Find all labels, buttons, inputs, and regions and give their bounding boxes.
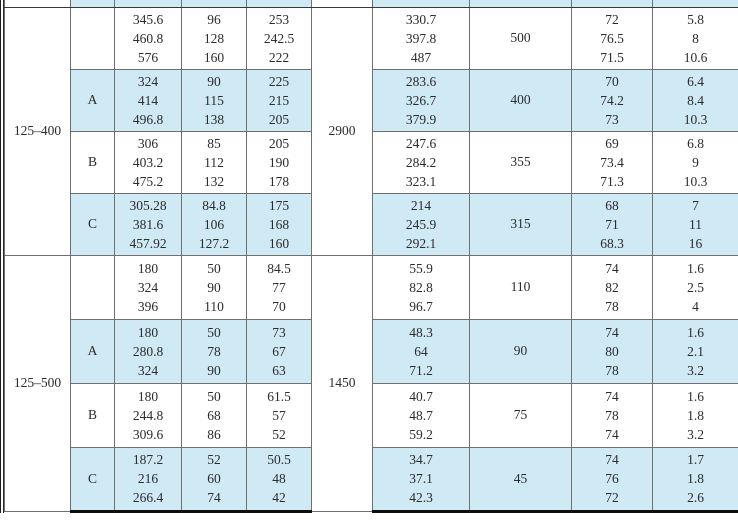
flow-ls-cell: 84.8 106 127.2: [181, 192, 247, 256]
table-row: 125–400 345.6 460.8 576 96 128 160 253 242.5 2…: [4, 6, 738, 256]
motor-power-cell: 75: [469, 382, 572, 448]
power-cell: 34.7 37.1 42.3: [372, 446, 470, 513]
npsh-cell: 6.8 9 10.3: [652, 130, 738, 194]
cutoff-row-cell: [652, 0, 738, 8]
flow-m3h-cell: 305.28 381.6 457.92: [114, 192, 182, 256]
power-cell: 283.6 326.7 379.9: [372, 68, 470, 132]
power-cell: 55.9 82.8 96.7: [372, 254, 470, 320]
flow-ls-cell: 50 90 110: [181, 254, 247, 320]
head-cell: 61.5 57 52: [246, 382, 312, 448]
table-row: C 305.28 381.6 457.92 84.8 106 127.2 175 168 1…: [5, 192, 738, 256]
motor-power-cell: 90: [469, 318, 572, 384]
flow-m3h-cell: 306 403.2 475.2: [114, 130, 182, 194]
flow-ls-cell: 90 115 138: [181, 68, 247, 132]
cutoff-row-cell: [4, 0, 71, 8]
efficiency-cell: 70 74.2 73: [571, 68, 653, 132]
flow-ls-cell: 96 128 160: [181, 6, 247, 70]
motor-power-cell: 45: [469, 446, 572, 513]
flow-ls-cell: 85 112 132: [181, 130, 247, 194]
table-row: C 187.2 216 266.4 52 60 74 50.5 48 42 34.7 37.1…: [5, 446, 738, 513]
flow-m3h-cell: 180 324 396: [114, 254, 182, 320]
flow-m3h-cell: 324 414 496.8: [114, 68, 182, 132]
cutoff-row-cell: [114, 0, 182, 8]
cutoff-row-cell: [181, 0, 247, 8]
npsh-cell: 5.8 8 10.6: [652, 6, 738, 70]
efficiency-cell: 74 78 74: [571, 382, 653, 448]
motor-power-cell: 500: [469, 6, 572, 70]
efficiency-cell: 74 80 78: [571, 318, 653, 384]
flow-ls-cell: 50 68 86: [181, 382, 247, 448]
power-cell: 214 245.9 292.1: [372, 192, 470, 256]
variant-cell: C: [70, 446, 115, 513]
pump-spec-table: 125–400 345.6 460.8 576 96 128 160 253 242.5 2…: [4, 0, 738, 513]
head-cell: 84.5 77 70: [246, 254, 312, 320]
motor-power-cell: 110: [469, 254, 572, 320]
efficiency-cell: 68 71 68.3: [571, 192, 653, 256]
flow-ls-cell: 52 60 74: [181, 446, 247, 513]
npsh-cell: 6.4 8.4 10.3: [652, 68, 738, 132]
variant-cell: A: [70, 68, 115, 132]
model-block-125-500: 125–500 180 324 396 50 90 110 84.5 77 70 1450: [4, 254, 738, 513]
table-row: B 180 244.8 309.6 50 68 86 61.5 57 52 40.7 48.7…: [5, 382, 738, 448]
motor-power-cell: 315: [469, 192, 572, 256]
speed-cell: 1450: [311, 254, 373, 512]
variant-cell: A: [70, 318, 115, 384]
variant-cell: C: [70, 192, 115, 256]
motor-power-cell: 400: [469, 68, 572, 132]
cutoff-row-cell: [311, 0, 373, 8]
table-row: A 180 280.8 324 50 78 90 73 67 63 48.3 64 71.2: [5, 318, 738, 384]
npsh-cell: 1.6 2.5 4: [652, 254, 738, 320]
head-cell: 205 190 178: [246, 130, 312, 194]
head-cell: 175 168 160: [246, 192, 312, 256]
cutoff-row-cell: [70, 0, 115, 8]
table-row: B 306 403.2 475.2 85 112 132 205 190 178 247.6…: [5, 130, 738, 194]
speed-cell: 2900: [311, 6, 373, 256]
table-row: 125–500 180 324 396 50 90 110 84.5 77 70 1450: [4, 254, 738, 512]
table-row: A 324 414 496.8 90 115 138 225 215 205 283.6 32…: [5, 68, 738, 132]
flow-m3h-cell: 180 244.8 309.6: [114, 382, 182, 448]
model-cell: 125–500: [4, 254, 71, 512]
cutoff-top-row: [4, 0, 738, 8]
variant-cell: B: [70, 382, 115, 448]
power-cell: 330.7 397.8 487: [372, 6, 470, 70]
cutoff-row-cell: [469, 0, 572, 8]
motor-power-cell: 355: [469, 130, 572, 194]
variant-cell: [70, 254, 115, 320]
head-cell: 50.5 48 42: [246, 446, 312, 513]
cutoff-row-cell: [246, 0, 312, 8]
npsh-cell: 1.6 2.1 3.2: [652, 318, 738, 384]
efficiency-cell: 69 73.4 71.3: [571, 130, 653, 194]
variant-cell: B: [70, 130, 115, 194]
efficiency-cell: 74 76 72: [571, 446, 653, 513]
flow-m3h-cell: 187.2 216 266.4: [114, 446, 182, 513]
npsh-cell: 1.6 1.8 3.2: [652, 382, 738, 448]
cutoff-row-cell: [372, 0, 470, 8]
head-cell: 73 67 63: [246, 318, 312, 384]
power-cell: 40.7 48.7 59.2: [372, 382, 470, 448]
flow-m3h-cell: 180 280.8 324: [114, 318, 182, 384]
efficiency-cell: 74 82 78: [571, 254, 653, 320]
head-cell: 253 242.5 222: [246, 6, 312, 70]
efficiency-cell: 72 76.5 71.5: [571, 6, 653, 70]
npsh-cell: 7 11 16: [652, 192, 738, 256]
model-cell: 125–400: [4, 6, 71, 256]
flow-ls-cell: 50 78 90: [181, 318, 247, 384]
power-cell: 247.6 284.2 323.1: [372, 130, 470, 194]
variant-cell: [70, 6, 115, 70]
power-cell: 48.3 64 71.2: [372, 318, 470, 384]
model-block-125-400: 125–400 345.6 460.8 576 96 128 160 253 242.5 2…: [4, 6, 738, 256]
flow-m3h-cell: 345.6 460.8 576: [114, 6, 182, 70]
cutoff-row-cell: [571, 0, 653, 8]
npsh-cell: 1.7 1.8 2.6: [652, 446, 738, 513]
head-cell: 225 215 205: [246, 68, 312, 132]
